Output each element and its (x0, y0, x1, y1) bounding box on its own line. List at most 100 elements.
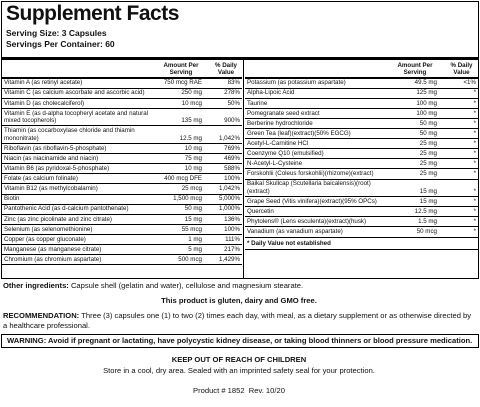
ingredient-name: Vitamin B12 (as methylcobalamin) (4, 185, 98, 193)
daily-value: 469% (224, 154, 240, 162)
divider-bar (2, 57, 478, 60)
daily-value: 1,000% (219, 205, 240, 213)
table-row: Vitamin C (as calcium ascorbate and asco… (2, 88, 242, 99)
table-row: Forskohlii (Coleus forskohlii)(rhizome)(… (245, 169, 478, 180)
amount: 25 mg (419, 139, 437, 147)
amount: 100 mg (416, 109, 437, 117)
table-row: Niacin (as niacinamide and niacin) 75 mg 4… (2, 154, 242, 164)
supplement-facts-panel: Supplement Facts Serving Size: 3 Capsule… (1, 1, 479, 279)
table-row: Chromium (as chromium aspartate) 500 mcg 1… (2, 255, 242, 265)
ingredient-name: N-Acetyl-L-Cysteine (247, 160, 303, 168)
ingredient-name: Pomegranate seed extract (247, 109, 320, 117)
amount: 50 mcg (416, 228, 437, 236)
daily-value: 50% (227, 99, 240, 107)
daily-value: 136% (224, 215, 240, 223)
table-row: Baikal Skullcap (Scutellaria baicalensis… (245, 179, 478, 197)
daily-value: * (473, 228, 476, 236)
servings-per-container: Servings Per Container: 60 (6, 39, 115, 49)
ingredient-name: Pantothenic Acid (as d-calcium pantothen… (4, 205, 129, 213)
daily-value: * (473, 129, 476, 137)
daily-value: * (473, 109, 476, 117)
ingredient-name: Niacin (as niacinamide and niacin) (4, 154, 99, 162)
table-body: Vitamin A (as retinyl acetate) 750 mcg RA… (2, 78, 242, 265)
column-header: Amount Per Serving (397, 61, 433, 76)
ingredient-name: Biotin (4, 195, 20, 203)
amount: 500 mcg (178, 255, 202, 263)
table-row: Berberine hydrochloride 50 mg * (245, 118, 478, 129)
amount: 125 mg (416, 89, 437, 97)
serving-size: Serving Size: 3 Capsules (6, 28, 107, 38)
ingredient-name: Riboflavin (as riboflavin-5-phosphate) (4, 144, 107, 152)
recommendation: RECOMMENDATION: Three (3) capsules one (… (3, 311, 475, 330)
table-row: Vitamin B12 (as methylcobalamin) 25 mcg 1,… (2, 184, 242, 195)
table-head: Amount Per Serving % Daily Value (2, 61, 242, 78)
footnote: * Daily Value not established (247, 239, 331, 247)
storage: Store in a cool, dry area. Sealed with a… (103, 366, 375, 375)
column-header: % Daily Value (214, 61, 237, 76)
ingredient-name: Phytolens® (Lens esculenta)(extract)(hus… (247, 218, 367, 226)
ingredient-name: Vitamin C (as calcium ascorbate and asco… (4, 89, 145, 97)
nutrient-table: Amount Per Serving % Daily Value Vitamin A… (2, 61, 242, 265)
table-row: Vitamin E (as d-alpha tocopheryl acetate… (2, 108, 242, 126)
table-row: Grape Seed (Vitis vinifera)(extract)(95%… (245, 197, 478, 207)
ingredient-name: Quercetin (247, 208, 274, 216)
ingredient-name: Alpha-Lipoic Acid (247, 89, 295, 97)
ingredient-name: Vitamin B6 (as pyridoxal-5-phosphate) (4, 165, 110, 173)
ingredient-name: Zinc (as zinc picolinate and zinc citrat… (4, 215, 112, 223)
daily-value: * (473, 187, 476, 195)
daily-value: * (473, 218, 476, 226)
ingredient-name: Vitamin E (as d-alpha tocopheryl acetate… (4, 109, 149, 125)
amount: 49.5 mg (414, 79, 437, 87)
amount: 10 mg (184, 144, 202, 152)
column-header: % Daily Value (450, 61, 473, 76)
amount: 12.5 mg (179, 134, 202, 142)
amount: 25 mcg (181, 185, 202, 193)
amount: 55 mcg (181, 225, 202, 233)
amount: 50 mg (419, 119, 437, 127)
allergen-statement: This product is gluten, dairy and GMO fr… (161, 296, 317, 305)
table-row: Vitamin A (as retinyl acetate) 750 mcg RA… (2, 78, 242, 89)
daily-value: * (473, 208, 476, 216)
ingredient-name: Baikal Skullcap (Scutellaria baicalensis… (247, 180, 371, 195)
amount: 1 mg (188, 235, 202, 243)
daily-value: * (473, 150, 476, 158)
amount: 750 mcg RAE (163, 79, 202, 87)
ingredient-name: Copper (as copper gluconate) (4, 235, 86, 243)
ingredient-name: Coenzyme Q10 (emulsified) (247, 150, 324, 158)
daily-value: 100% (224, 225, 240, 233)
daily-value: 1,042% (219, 134, 240, 142)
daily-value: <1% (463, 79, 476, 87)
ingredient-name: Vanadium (as vanadium aspartate) (247, 228, 343, 236)
table-row: Manganese (as manganese citrate) 5 mg 217% (2, 245, 242, 255)
daily-value: 769% (224, 144, 240, 152)
daily-value: 278% (224, 89, 240, 97)
amount: 50 mg (184, 205, 202, 213)
table-row: Pantothenic Acid (as d-calcium pantothen… (2, 204, 242, 215)
daily-value: 588% (224, 165, 240, 173)
daily-value: * (473, 197, 476, 205)
warning: WARNING: Avoid if pregnant or lactating,… (1, 334, 479, 348)
table-row: Vitamin D (as cholecalciferol) 10 mcg 50% (2, 98, 242, 109)
column-divider (243, 60, 244, 278)
table-row: Alpha-Lipoic Acid 125 mg * (245, 88, 478, 99)
table-row: Riboflavin (as riboflavin-5-phosphate) 10… (2, 144, 242, 154)
amount: 15 mg (184, 215, 202, 223)
label: Other ingredients: (3, 281, 69, 290)
table-row: Taurine 100 mg * (245, 98, 478, 109)
amount: 15 mg (419, 187, 437, 195)
amount: 25 mg (419, 160, 437, 168)
header-row: Amount Per Serving % Daily Value (245, 61, 478, 78)
table-row: Coenzyme Q10 (emulsified) 25 mg * (245, 149, 478, 159)
daily-value: 1,042% (219, 185, 240, 193)
footnote-row: * Daily Value not established (245, 237, 478, 250)
ingredient-name: Thiamin (as cocarboxylase chloride and t… (4, 127, 135, 142)
amount: 135 mg (181, 117, 202, 125)
amount: 10 mcg (181, 99, 202, 107)
amount: 50 mg (419, 129, 437, 137)
table-head: Amount Per Serving % Daily Value (245, 61, 478, 78)
product-info: Product # 1852 Rev. 10/20 (193, 386, 285, 395)
daily-value: 217% (224, 245, 240, 253)
table-row: Green Tea (leaf)(extract)(50% EGCG) 50 mg… (245, 129, 478, 139)
blank (2, 61, 152, 78)
table-row: Folate (as calcium folinate) 400 mcg DFE 1… (2, 174, 242, 184)
